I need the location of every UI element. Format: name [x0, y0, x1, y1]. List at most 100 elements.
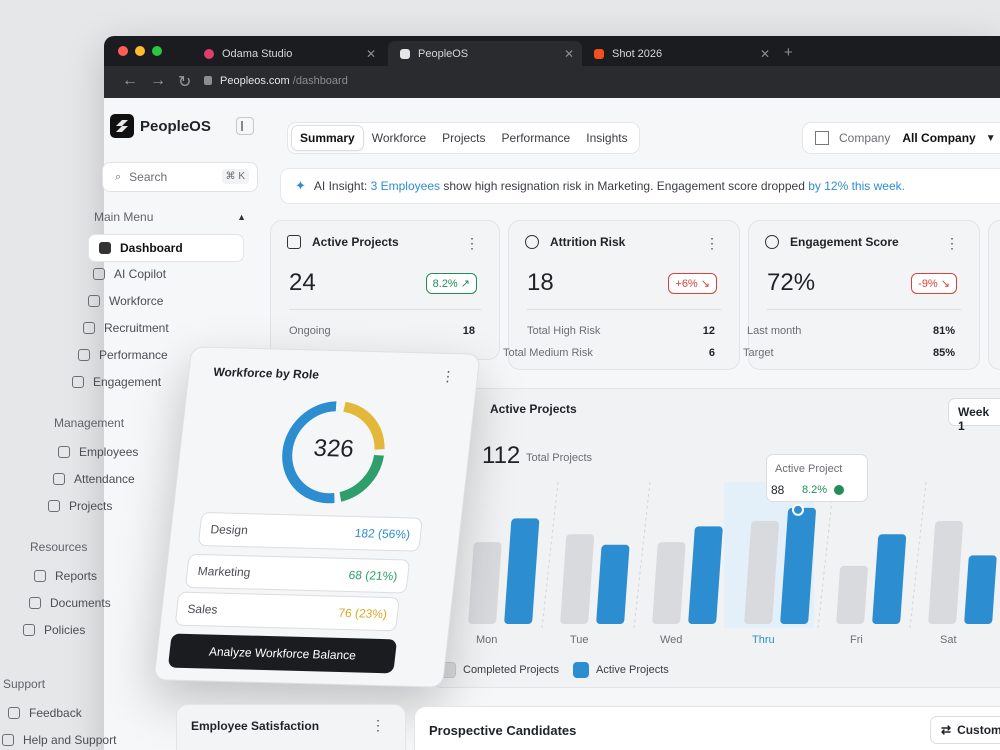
- more-options-icon[interactable]: ⋮: [371, 717, 385, 733]
- close-tab-icon[interactable]: ✕: [563, 46, 574, 61]
- card-header: Active Projects: [287, 235, 399, 249]
- main-menu-header[interactable]: Main Menu ▲: [94, 210, 246, 224]
- card-row: Target 85%: [743, 347, 955, 359]
- x-tick-label: Wed: [660, 634, 683, 646]
- total-projects-value: 112: [482, 442, 521, 469]
- more-options-icon[interactable]: ⋮: [705, 235, 719, 251]
- sidebar-item-documents[interactable]: Documents: [29, 596, 111, 610]
- sidebar-item-workforce[interactable]: Workforce: [88, 294, 163, 308]
- completed-bar-wed[interactable]: [652, 542, 686, 624]
- back-arrow-icon[interactable]: ←: [122, 72, 138, 89]
- completed-bar-sat[interactable]: [928, 521, 964, 624]
- analyze-workforce-button[interactable]: Analyze Workforce Balance: [167, 633, 398, 674]
- x-tick-label: Sat: [940, 634, 957, 646]
- more-options-icon[interactable]: ⋮: [465, 235, 479, 251]
- active-bar-mon[interactable]: [504, 518, 540, 624]
- new-tab-icon[interactable]: +: [784, 44, 793, 61]
- more-options-icon[interactable]: ⋮: [440, 367, 456, 385]
- sidebar-item-dashboard[interactable]: Dashboard: [88, 234, 244, 262]
- badge-value: +6%: [675, 278, 698, 290]
- active-bar-tue[interactable]: [596, 544, 630, 624]
- chevron-up-icon[interactable]: ▲: [237, 212, 246, 222]
- sliders-icon: ⇄: [941, 723, 952, 737]
- button-label: Customi: [957, 723, 1000, 737]
- forward-arrow-icon[interactable]: →: [150, 72, 166, 89]
- sidebar-item-feedback[interactable]: Feedback: [8, 706, 82, 720]
- hover-point[interactable]: [792, 503, 804, 516]
- search-placeholder: Search: [129, 170, 168, 184]
- search-input[interactable]: ⌕ Search ⌘ K: [102, 162, 258, 192]
- brand-logo[interactable]: PeopleOS: [110, 114, 211, 138]
- completed-bar-tue[interactable]: [560, 534, 595, 625]
- week-select[interactable]: Week 1: [948, 398, 1000, 433]
- resources-header[interactable]: Resources ▲: [30, 540, 182, 554]
- close-window-button[interactable]: [118, 46, 128, 56]
- completed-bar-fri[interactable]: [836, 565, 868, 624]
- card-title: Prospective Candidates: [429, 723, 577, 738]
- insight-drop-link[interactable]: by 12% this week.: [808, 179, 905, 193]
- button-label: Analyze Workforce Balance: [208, 644, 357, 663]
- active-bar-sat[interactable]: [964, 555, 997, 624]
- role-row-sales[interactable]: Sales 76 (23%): [174, 591, 400, 632]
- x-tick-label: Fri: [850, 634, 863, 646]
- sidebar-item-projects[interactable]: Projects: [48, 499, 112, 513]
- sidebar-item-reports[interactable]: Reports: [34, 569, 97, 583]
- engagement-score-card: Engagement Score ⋮ 72% -9% ↘ Last month 8…: [743, 220, 980, 370]
- dashboard-tabs: Summary Workforce Projects Performance I…: [287, 122, 640, 154]
- sidebar-item-label: Performance: [99, 348, 168, 362]
- role-name: Sales: [186, 601, 219, 617]
- legend-label: Completed Projects: [463, 664, 559, 676]
- sidebar-item-ai-copilot[interactable]: AI Copilot: [93, 267, 166, 281]
- odama-favicon-icon: [204, 48, 214, 59]
- active-bar-fri[interactable]: [872, 534, 907, 625]
- maximize-window-button[interactable]: [152, 46, 162, 56]
- insight-prefix: AI Insight:: [313, 179, 368, 193]
- role-row-design[interactable]: Design 182 (56%): [197, 511, 423, 552]
- browser-tab-peopleos[interactable]: PeopleOS ✕: [388, 41, 582, 66]
- close-tab-icon[interactable]: ✕: [365, 46, 376, 61]
- alert-icon: [525, 235, 539, 249]
- tab-projects[interactable]: Projects: [442, 131, 486, 145]
- minimize-window-button[interactable]: [135, 46, 145, 56]
- tab-insights[interactable]: Insights: [586, 131, 628, 145]
- sidebar-item-label: AI Copilot: [114, 267, 167, 281]
- row-label: Total High Risk: [527, 325, 601, 337]
- close-tab-icon[interactable]: ✕: [759, 46, 770, 61]
- collapse-sidebar-icon[interactable]: [236, 117, 254, 135]
- row-value: 12: [702, 325, 715, 337]
- row-label: Target: [743, 347, 774, 359]
- sidebar-item-engagement[interactable]: Engagement: [72, 375, 161, 389]
- url-field[interactable]: Peopleos.com /dashboard: [220, 75, 348, 87]
- browser-tab-odama[interactable]: Odama Studio ✕: [192, 41, 384, 66]
- role-row-marketing[interactable]: Marketing 68 (21%): [184, 553, 411, 594]
- grid-line: [817, 482, 835, 628]
- total-projects-label: Total Projects: [526, 452, 593, 464]
- sidebar-item-employees[interactable]: Employees: [58, 445, 138, 459]
- sidebar-item-performance[interactable]: Performance: [78, 348, 168, 362]
- reports-icon: [34, 570, 46, 582]
- role-value: 182 (56%): [354, 526, 411, 542]
- sidebar-item-help[interactable]: Help and Support: [2, 733, 116, 747]
- sidebar-item-attendance[interactable]: Attendance: [53, 472, 135, 486]
- completed-bar-mon[interactable]: [468, 542, 502, 624]
- tab-summary[interactable]: Summary: [291, 125, 364, 151]
- sidebar-item-label: Workforce: [109, 294, 164, 308]
- completed-bar-thru[interactable]: [744, 521, 780, 624]
- grid-line: [541, 482, 559, 628]
- workforce-by-role-card: Workforce by Role ⋮ 326 Design 182 (56%)…: [153, 346, 481, 688]
- company-select[interactable]: Company All Company ▼: [802, 122, 1000, 154]
- active-bar-thru[interactable]: [780, 507, 816, 625]
- tab-performance[interactable]: Performance: [501, 131, 571, 145]
- building-icon: [815, 131, 829, 145]
- trend-badge: +6% ↘: [668, 273, 717, 294]
- active-bar-wed[interactable]: [688, 526, 723, 624]
- sidebar-item-recruitment[interactable]: Recruitment: [83, 321, 169, 335]
- engagement-icon: [72, 376, 84, 388]
- reload-icon[interactable]: ↻: [178, 74, 192, 91]
- customize-button[interactable]: ⇄ Customi: [930, 716, 1000, 744]
- tab-workforce[interactable]: Workforce: [371, 131, 427, 145]
- insight-employees-link[interactable]: 3 Employees: [370, 179, 440, 193]
- sidebar-item-policies[interactable]: Policies: [23, 623, 85, 637]
- browser-tab-shot[interactable]: Shot 2026 ✕: [582, 41, 778, 66]
- more-options-icon[interactable]: ⋮: [945, 235, 959, 251]
